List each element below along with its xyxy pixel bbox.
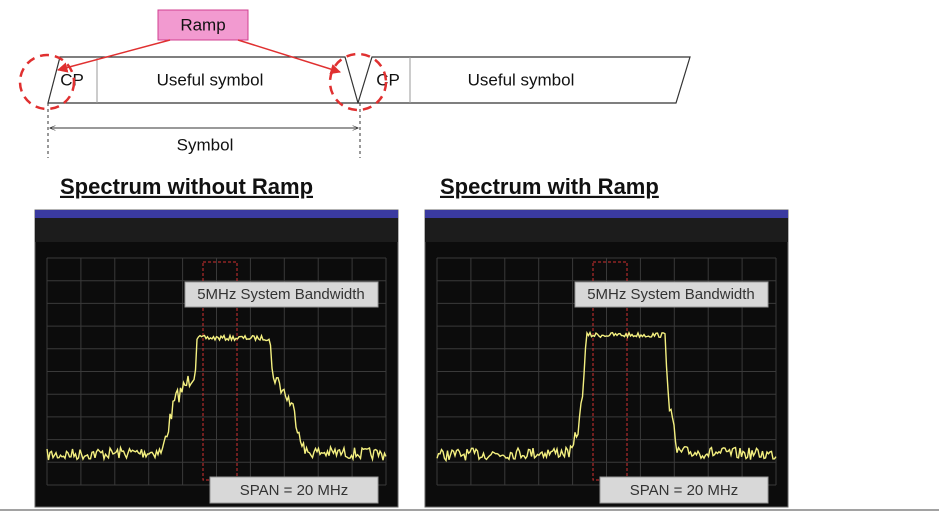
ramp-label: Ramp <box>180 15 225 34</box>
screen-header <box>425 218 788 242</box>
panel-title: Spectrum with Ramp <box>440 174 659 199</box>
symbol-body-label: Useful symbol <box>157 70 264 89</box>
cp-label: CP <box>60 70 84 89</box>
bandwidth-label: 5MHz System Bandwidth <box>587 286 755 303</box>
span-label: SPAN = 20 MHz <box>240 482 349 499</box>
symbol-label: Symbol <box>177 135 234 154</box>
panel-title: Spectrum without Ramp <box>60 174 313 199</box>
span-label: SPAN = 20 MHz <box>630 482 739 499</box>
screen-header <box>35 218 398 242</box>
screen-titlebar <box>35 210 398 218</box>
page: CP Useful symbol CP Useful symbol Ramp S… <box>0 0 939 515</box>
symbol-body-label: Useful symbol <box>468 70 575 89</box>
figure: CP Useful symbol CP Useful symbol Ramp S… <box>0 0 939 515</box>
bandwidth-label: 5MHz System Bandwidth <box>197 286 365 303</box>
panels: Spectrum without Ramp 5MHz System Bandwid… <box>35 174 788 507</box>
cp-label: CP <box>376 70 400 89</box>
screen-titlebar <box>425 210 788 218</box>
